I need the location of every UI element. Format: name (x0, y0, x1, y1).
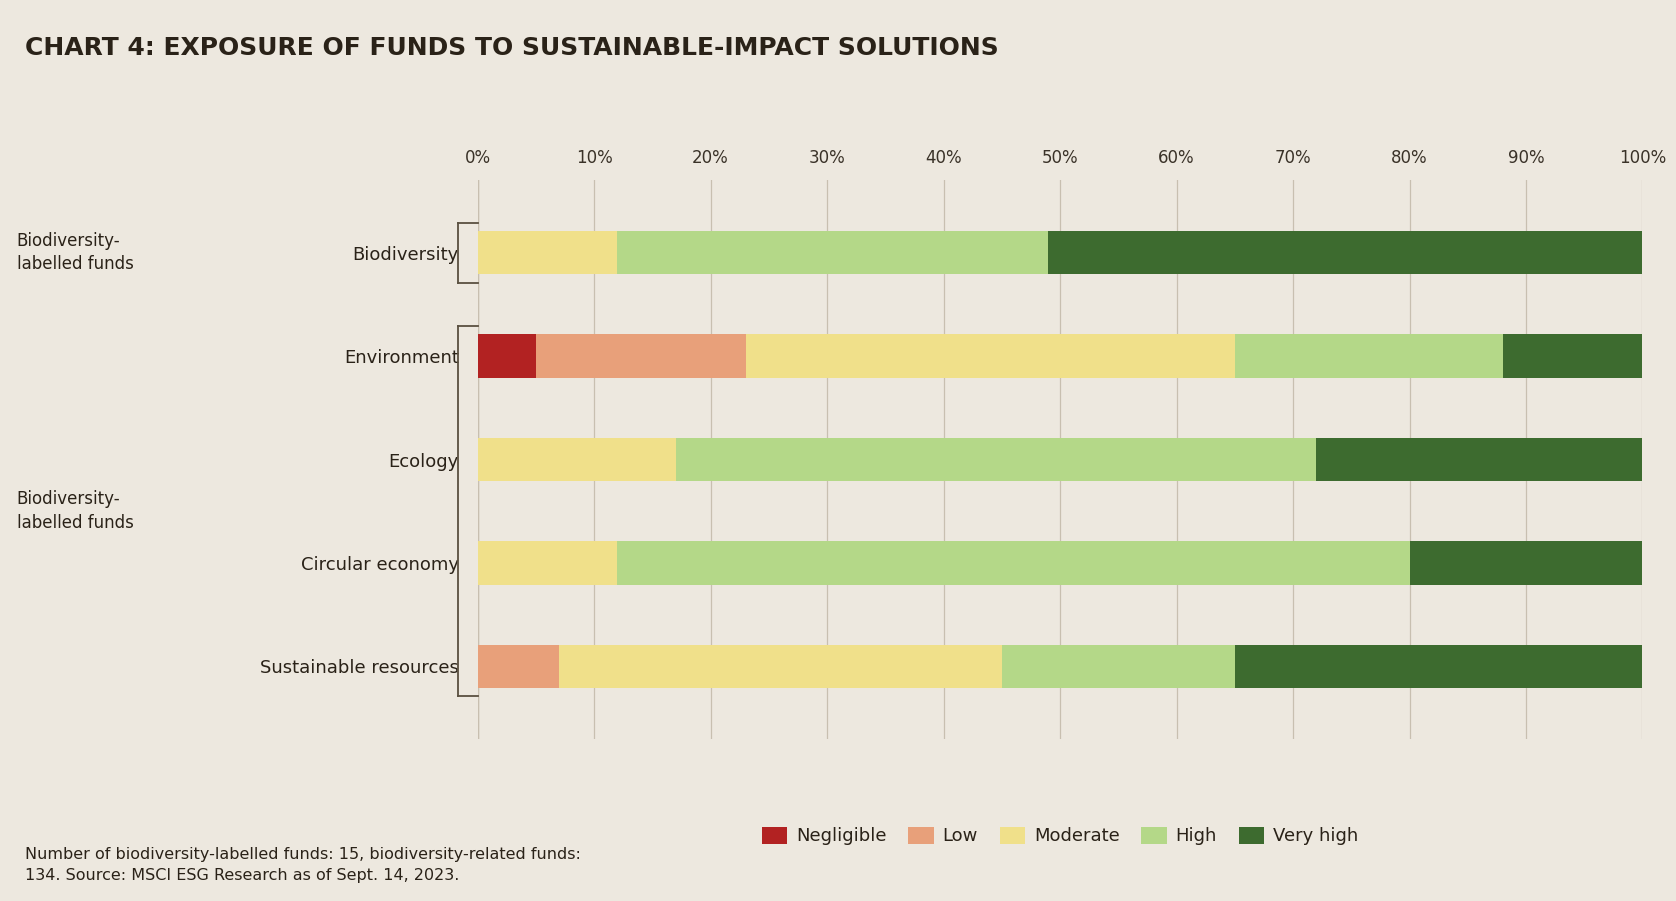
Bar (536, 334, 746, 378)
Bar (478, 438, 675, 481)
Bar (560, 645, 1002, 688)
Bar (617, 542, 1410, 585)
Bar (478, 542, 617, 585)
Text: Biodiversity-
labelled funds: Biodiversity- labelled funds (17, 490, 134, 532)
Bar (1235, 334, 1503, 378)
Bar (1235, 645, 1642, 688)
Text: Number of biodiversity-labelled funds: 15, biodiversity-related funds:
134. Sour: Number of biodiversity-labelled funds: 1… (25, 847, 582, 883)
Bar (1049, 231, 1642, 274)
Text: Biodiversity-
labelled funds: Biodiversity- labelled funds (17, 232, 134, 273)
Bar (478, 645, 560, 688)
Bar (1002, 645, 1235, 688)
Bar (617, 231, 1049, 274)
Text: CHART 4: EXPOSURE OF FUNDS TO SUSTAINABLE-IMPACT SOLUTIONS: CHART 4: EXPOSURE OF FUNDS TO SUSTAINABL… (25, 36, 999, 60)
Bar (1316, 438, 1642, 481)
Bar (1503, 334, 1642, 378)
Bar (478, 334, 536, 378)
Bar (746, 334, 1235, 378)
Bar (675, 438, 1316, 481)
Bar (1410, 542, 1642, 585)
Bar (478, 231, 617, 274)
Legend: Negligible, Low, Moderate, High, Very high: Negligible, Low, Moderate, High, Very hi… (754, 819, 1366, 852)
